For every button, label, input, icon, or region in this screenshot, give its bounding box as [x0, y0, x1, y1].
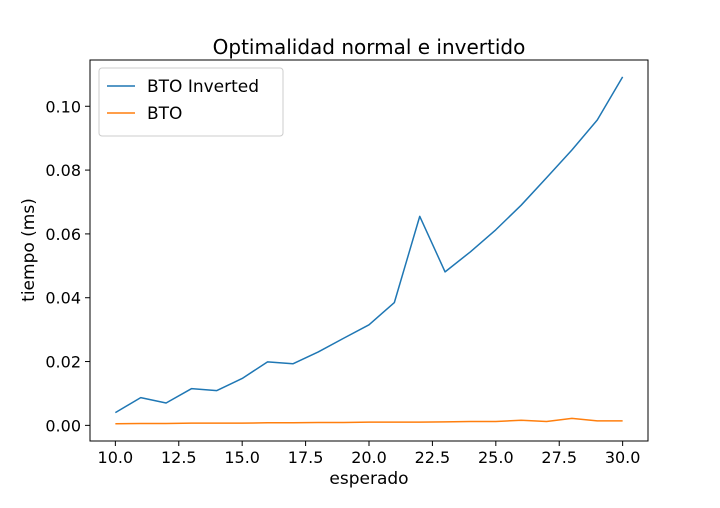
legend-label-1: BTO: [147, 104, 182, 124]
x-axis: 10.0 12.5 15.0 17.5 20.0 22.5 25.0 27.5 30.0: [98, 441, 641, 467]
y-axis: 0.00 0.02 0.04 0.06 0.08 0.10: [45, 97, 90, 435]
legend-box: [98, 67, 284, 137]
x-tick-label: 27.5: [541, 448, 577, 467]
legend: BTO Inverted BTO: [98, 67, 284, 137]
x-tick-label: 17.5: [288, 448, 324, 467]
series-line-0: [114, 76, 624, 414]
x-tick-label: 22.5: [415, 448, 451, 467]
y-tick-label: 0.06: [45, 225, 81, 244]
x-tick-label: 12.5: [161, 448, 197, 467]
y-tick-label: 0.04: [45, 289, 81, 308]
y-axis-label: tiempo (ms): [19, 198, 39, 302]
x-tick-label: 10.0: [98, 448, 134, 467]
legend-label-0: BTO Inverted: [147, 77, 259, 97]
chart-title: Optimalidad normal e invertido: [213, 35, 526, 59]
x-tick-label: 15.0: [224, 448, 260, 467]
x-axis-label: esperado: [329, 469, 408, 489]
x-tick-label: 25.0: [478, 448, 514, 467]
x-tick-label: 30.0: [605, 448, 641, 467]
y-tick-label: 0.10: [45, 97, 81, 116]
series-line-1: [115, 417, 623, 425]
x-tick-label: 20.0: [351, 448, 387, 467]
y-tick-label: 0.02: [45, 353, 81, 372]
plot-lines: [114, 76, 624, 425]
y-tick-label: 0.00: [45, 416, 81, 435]
y-tick-label: 0.08: [45, 161, 81, 180]
